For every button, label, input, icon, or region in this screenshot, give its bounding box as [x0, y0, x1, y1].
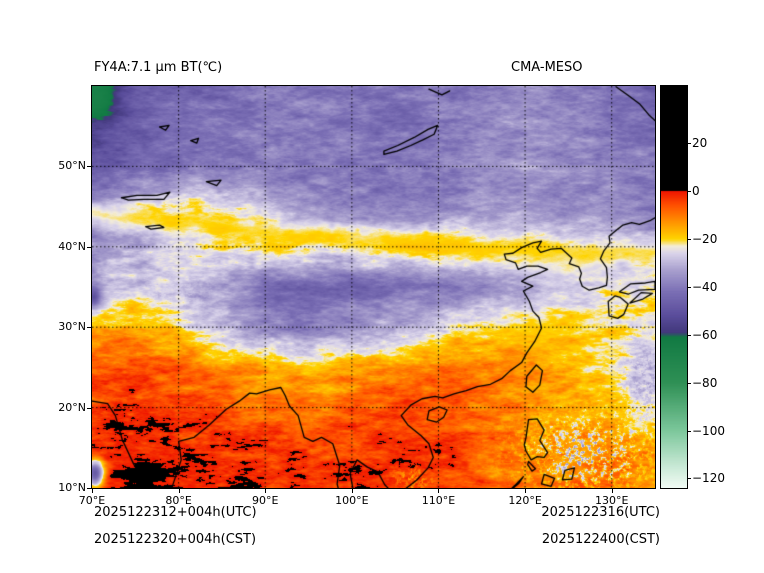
- lon-tick-mark: [351, 489, 353, 493]
- lon-tick-mark: [611, 489, 613, 493]
- lon-tick-label: 110°E: [421, 494, 456, 507]
- colorbar-tick-mark: [687, 478, 691, 480]
- init-time-cst: 2025122320+004h(CST): [94, 532, 257, 547]
- colorbar-tick-mark: [687, 239, 691, 241]
- colorbar-tick-label: 20: [692, 136, 708, 151]
- colorbar-tick-mark: [687, 191, 691, 193]
- lat-tick-label: 50°N: [58, 159, 86, 173]
- colorbar-tick-label: 0: [692, 184, 700, 199]
- lat-tick-label: 20°N: [58, 400, 86, 414]
- lon-tick-label: 90°E: [251, 494, 279, 507]
- colorbar-tick-mark: [687, 382, 691, 384]
- colorbar-tick-mark: [687, 430, 691, 432]
- model-label: CMA-MESO: [511, 60, 583, 75]
- lon-tick-label: 70°E: [78, 494, 106, 507]
- valid-time-cst: 2025122400(CST): [541, 532, 660, 547]
- lat-tick-label: 10°N: [58, 481, 86, 494]
- colorbar-tick-label: −80: [692, 375, 718, 390]
- colorbar: [660, 85, 688, 489]
- colorbar-tick-label: −60: [692, 327, 718, 342]
- chart-title: FY4A:7.1 μm BT(℃): [94, 60, 223, 75]
- colorbar-tick-mark: [687, 334, 691, 336]
- lon-tick-mark: [178, 489, 180, 493]
- map-canvas: [92, 86, 655, 488]
- map-plot-area: [91, 85, 656, 489]
- colorbar-tick-mark: [687, 143, 691, 145]
- lat-tick-mark: [87, 488, 91, 489]
- lon-tick-mark: [438, 489, 440, 493]
- colorbar-tick-mark: [687, 287, 691, 288]
- colorbar-tick-label: −40: [692, 280, 718, 294]
- lat-tick-mark: [87, 407, 91, 409]
- lat-tick-mark: [87, 246, 91, 248]
- lon-tick-mark: [525, 489, 527, 493]
- lon-tick-mark: [92, 489, 93, 493]
- colorbar-tick-label: −100: [692, 423, 725, 438]
- lon-tick-label: 120°E: [508, 494, 542, 507]
- lon-tick-label: 80°E: [165, 494, 192, 507]
- lon-tick-mark: [265, 489, 267, 493]
- lat-tick-label: 30°N: [58, 320, 86, 334]
- colorbar-tick-label: −20: [692, 232, 718, 247]
- lon-tick-label: 100°E: [335, 494, 369, 507]
- colorbar-canvas: [661, 86, 687, 488]
- lat-tick-mark: [87, 166, 91, 168]
- init-time-utc: 2025122312+004h(UTC): [94, 505, 257, 520]
- valid-time-utc: 2025122316(UTC): [541, 505, 660, 520]
- colorbar-tick-label: −120: [692, 471, 725, 486]
- lat-tick-mark: [87, 327, 91, 329]
- lon-tick-label: 130°E: [594, 494, 629, 507]
- lat-tick-label: 40°N: [58, 239, 86, 253]
